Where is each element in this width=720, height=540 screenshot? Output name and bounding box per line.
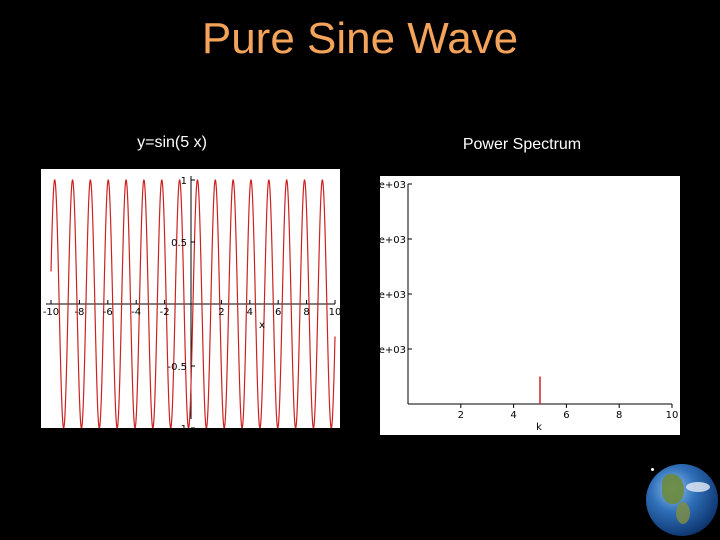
sine-x-tick-label: -6	[103, 307, 113, 318]
earth-globe-image	[646, 464, 718, 536]
sine-x-tick-label: 8	[303, 307, 309, 318]
spectrum-y-tick-label: 8e+03	[380, 180, 406, 191]
sine-series-line	[50, 179, 336, 428]
spectrum-x-tick-label: 4	[510, 410, 516, 421]
slide-title: Pure Sine Wave	[201, 14, 519, 63]
globe-cloud	[686, 482, 710, 492]
sine-y-tick-label: -1	[177, 424, 187, 428]
sine-y-tick-label: 0.5	[171, 238, 187, 249]
sine-y-tick-label: -0.5	[167, 362, 187, 373]
spectrum-x-tick-label: 6	[563, 410, 569, 421]
globe-landmass	[662, 474, 684, 504]
sine-x-tick-label: -8	[74, 307, 84, 318]
left-chart-title: y=sin(5 x)	[137, 134, 207, 151]
sine-x-tick-label: 2	[218, 307, 224, 318]
sine-y-tick-label: 1	[181, 176, 187, 187]
globe-landmass	[676, 502, 690, 524]
spectrum-y-tick-label: 6e+03	[380, 235, 406, 246]
power-spectrum-chart: 2 4 6 8 10 8e+03 6e+03 4e+03 2e+03 k	[380, 176, 680, 435]
sine-x-axis-label: x	[259, 320, 265, 331]
spectrum-x-axis-label: k	[536, 422, 542, 433]
spectrum-x-tick-label: 2	[458, 410, 464, 421]
sine-x-tick-label: 4	[247, 307, 253, 318]
sine-x-tick-label: 10	[329, 307, 340, 318]
sine-x-tick-label: -10	[43, 307, 59, 318]
spectrum-x-tick-label: 8	[616, 410, 622, 421]
spectrum-y-tick-label: 4e+03	[380, 290, 406, 301]
spectrum-x-tick-label: 10	[666, 410, 679, 421]
star-dot	[651, 468, 654, 471]
sine-x-tick-label: -4	[131, 307, 141, 318]
sine-x-tick-label: -2	[160, 307, 170, 318]
sine-x-tick-label: 6	[275, 307, 281, 318]
right-chart-title: Power Spectrum	[462, 136, 582, 153]
spectrum-y-tick-label: 2e+03	[380, 345, 406, 356]
sine-wave-chart: -10 -8 -6 -4 -2 2 4 6 8 10 1 0.5 -0.5 -1 x	[41, 169, 340, 428]
